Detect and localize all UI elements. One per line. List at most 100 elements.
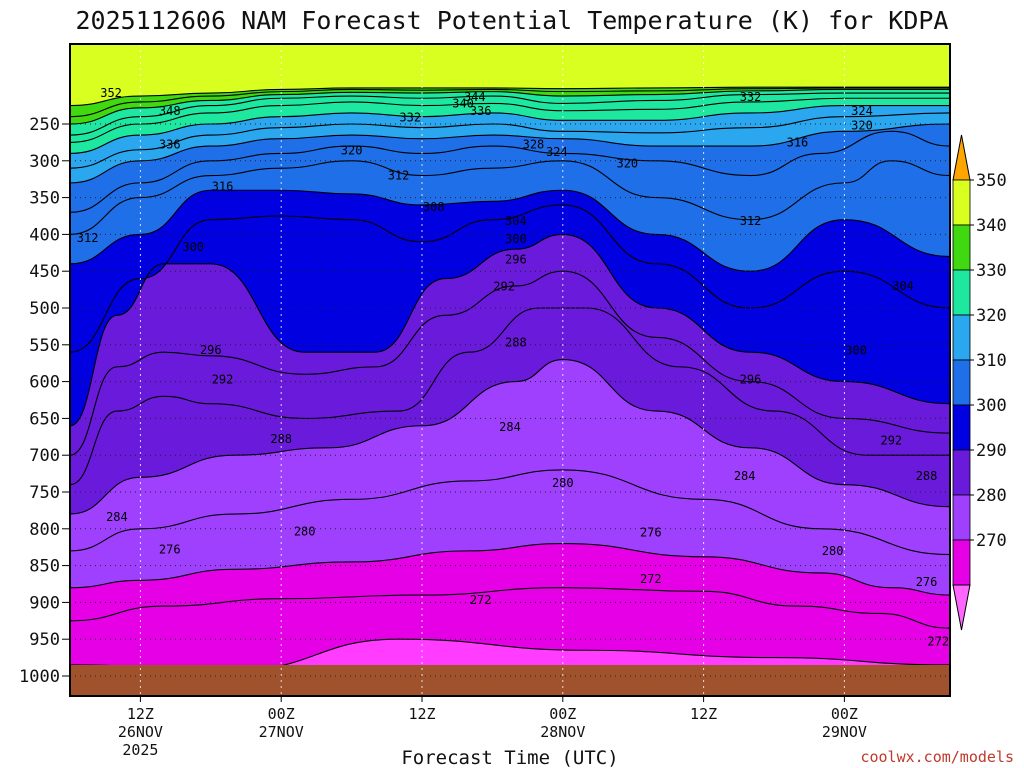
contour-label: 332 — [740, 90, 762, 104]
contour-label: 288 — [270, 432, 292, 446]
contour-label: 316 — [787, 135, 809, 149]
contour-label: 288 — [505, 336, 527, 350]
isentrope-308 — [70, 189, 950, 272]
colorbar-segment — [952, 179, 971, 226]
contour-label: 276 — [159, 542, 181, 556]
contour-label: 312 — [388, 169, 410, 183]
contour-label: 296 — [505, 252, 527, 266]
x-tick-l1: 12Z — [408, 705, 435, 723]
contour-label: 300 — [845, 344, 867, 358]
contour-label: 284 — [734, 469, 756, 483]
y-tick-label: 900 — [29, 593, 60, 613]
y-tick-label: 850 — [29, 557, 60, 577]
contour-label: 336 — [470, 104, 492, 118]
x-tick-l1: 12Z — [690, 705, 717, 723]
chart-title: 2025112606 NAM Forecast Potential Temper… — [76, 6, 949, 35]
contour-label: 292 — [880, 433, 902, 447]
contour-label: 276 — [640, 525, 662, 539]
y-tick-label: 550 — [29, 336, 60, 356]
terrain-layer — [70, 665, 950, 696]
contour-label: 308 — [423, 200, 445, 214]
x-tick-l2: 29NOV — [822, 723, 867, 741]
y-tick-label: 700 — [29, 446, 60, 466]
y-tick-label: 950 — [29, 630, 60, 650]
isentrope-300 — [70, 233, 950, 427]
colorbar-segment — [952, 404, 971, 451]
contour-label: 296 — [740, 372, 762, 386]
contour-label: 344 — [464, 90, 486, 104]
isentrope-312 — [70, 160, 950, 235]
colorbar-label: 280 — [976, 486, 1007, 506]
plot-frame — [69, 43, 951, 697]
y-tick-label: 400 — [29, 225, 60, 245]
y-axis: 250 300 350 400 450 500 550 600 650 700 750 800 850 9… — [19, 115, 70, 687]
isentrope-332 — [70, 97, 950, 143]
contour-label: 284 — [499, 420, 521, 434]
contour-label: 348 — [159, 104, 181, 118]
colorbar-label: 290 — [976, 441, 1007, 461]
x-tick-l1: 00Z — [831, 705, 858, 723]
contour-label: 336 — [159, 138, 181, 152]
colorbar-segment — [952, 314, 971, 361]
y-tick-label: 1000 — [19, 667, 60, 687]
isentrope-328 — [70, 105, 950, 154]
x-tick-l3: 2025 — [122, 741, 158, 759]
isentrope-304 — [70, 204, 950, 353]
credit-link[interactable]: coolwx.com/models — [860, 748, 1014, 766]
y-tick-label: 650 — [29, 409, 60, 429]
isentrope-280 — [70, 542, 950, 596]
colorbar-segment — [952, 224, 971, 271]
band-348 — [70, 44, 950, 106]
x-tick-l1: 12Z — [127, 705, 154, 723]
y-tick-label: 350 — [29, 189, 60, 209]
contour-label: 288 — [916, 469, 938, 483]
x-tick-l2: 26NOV — [118, 723, 163, 741]
colorbar-label: 340 — [976, 216, 1007, 236]
isentrope-340 — [70, 88, 950, 125]
contour-label: 280 — [822, 544, 844, 558]
contour-label: 292 — [493, 280, 515, 294]
x-tick-l1: 00Z — [268, 705, 295, 723]
colorbar-segment — [952, 494, 971, 541]
isentrope-344 — [70, 87, 950, 118]
contour-label: 304 — [892, 279, 914, 293]
colorbar-label: 350 — [976, 171, 1007, 191]
colorbar-bottom-arrow — [952, 584, 971, 631]
isentrope-336 — [70, 92, 950, 136]
y-tick-label: 800 — [29, 520, 60, 540]
contour-label: 276 — [916, 575, 938, 589]
temperature-bands — [70, 44, 950, 696]
colorbar-segment — [952, 449, 971, 496]
contour-label: 312 — [740, 214, 762, 228]
contour-label: 332 — [399, 110, 421, 124]
contour-label: 300 — [505, 232, 527, 246]
colorbar-segment — [952, 269, 971, 316]
colorbar-segment — [952, 359, 971, 406]
isentrope-348 — [70, 86, 950, 107]
contour-label: 312 — [77, 231, 99, 245]
colorbar-top-arrow — [952, 134, 971, 181]
x-tick-l2: 28NOV — [540, 723, 585, 741]
y-tick-label: 300 — [29, 152, 60, 172]
grid-lines — [70, 44, 950, 696]
contour-label: 272 — [927, 634, 949, 648]
colorbar-segment — [952, 539, 971, 586]
y-tick-label: 600 — [29, 373, 60, 393]
y-tick-label: 250 — [29, 115, 60, 135]
contour-label: 324 — [851, 104, 873, 118]
colorbar-label: 310 — [976, 351, 1007, 371]
x-tick-l1: 00Z — [549, 705, 576, 723]
isentrope-276 — [70, 587, 950, 629]
contour-label: 272 — [470, 593, 492, 607]
isentrope-320 — [70, 123, 950, 184]
colorbar-label: 320 — [976, 306, 1007, 326]
contour-label: 280 — [294, 525, 316, 539]
contour-label: 320 — [341, 143, 363, 157]
contour-label: 300 — [182, 240, 204, 254]
contour-label: 284 — [106, 510, 128, 524]
y-tick-label: 750 — [29, 483, 60, 503]
